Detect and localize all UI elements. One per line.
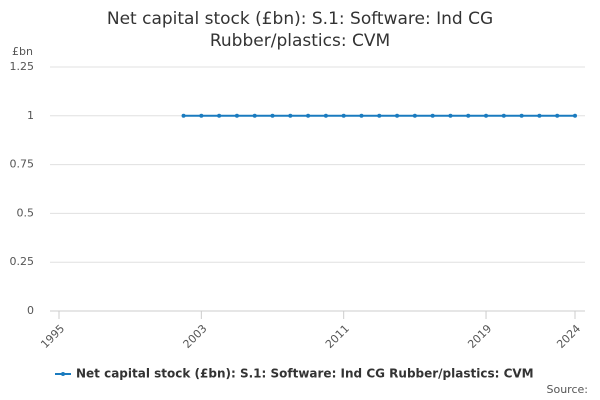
point: [359, 113, 364, 118]
point: [323, 113, 328, 118]
point: [395, 113, 400, 118]
y-unit: £bn: [12, 45, 33, 58]
point: [501, 113, 506, 118]
point: [181, 113, 186, 118]
point: [484, 113, 489, 118]
point: [448, 113, 453, 118]
point: [341, 113, 346, 118]
y-tick-label: 1: [27, 109, 34, 122]
x-tick-label: 2024: [554, 322, 583, 351]
x-tick-label: 1995: [38, 322, 67, 351]
chart-title: Net capital stock (£bn): S.1: Software: …: [106, 9, 494, 51]
point: [519, 113, 524, 118]
source: Source:: [547, 383, 589, 396]
point: [537, 113, 542, 118]
y-tick-label: 0.25: [10, 255, 35, 268]
point: [430, 113, 435, 118]
legend-label: Net capital stock (£bn): S.1: Software: …: [76, 367, 534, 381]
x-tick-label: 2003: [181, 322, 210, 351]
y-tick-label: 1.25: [10, 60, 35, 73]
point: [466, 113, 471, 118]
x-tick-label: 2011: [323, 322, 352, 351]
point: [288, 113, 293, 118]
point: [412, 113, 417, 118]
point: [573, 113, 577, 118]
legend-swatch-point: [61, 372, 65, 376]
y-tick-label: 0: [27, 304, 34, 317]
point: [270, 113, 275, 118]
point: [199, 113, 204, 118]
x-tick-label: 2019: [465, 322, 494, 351]
point: [555, 113, 560, 118]
point: [217, 113, 222, 118]
point: [252, 113, 257, 118]
y-tick-label: 0.5: [17, 206, 35, 219]
y-tick-label: 0.75: [10, 158, 35, 171]
point: [234, 113, 239, 118]
point: [306, 113, 311, 118]
point: [377, 113, 382, 118]
